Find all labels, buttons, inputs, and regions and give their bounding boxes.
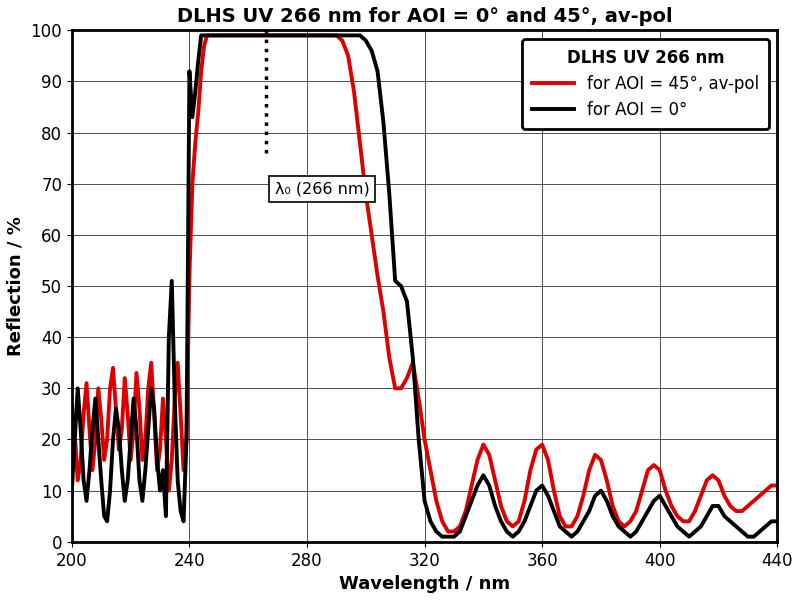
for AOI = 45°, av-pol (97, 415, 106, 422)
X-axis label: Wavelength / nm: Wavelength / nm (339, 575, 510, 593)
for AOI = 45°, av-pol (620, 523, 630, 530)
Text: λ₀ (266 nm): λ₀ (266 nm) (274, 181, 370, 196)
for AOI = 0° (129, 395, 138, 402)
for AOI = 45°, av-pol (67, 400, 77, 407)
for AOI = 0° (543, 492, 553, 499)
Legend: for AOI = 45°, av-pol, for AOI = 0°: for AOI = 45°, av-pol, for AOI = 0° (522, 38, 769, 129)
for AOI = 45°, av-pol (631, 508, 641, 515)
for AOI = 45°, av-pol (196, 68, 206, 75)
for AOI = 0° (631, 528, 641, 535)
for AOI = 0° (97, 477, 106, 484)
for AOI = 0° (620, 528, 630, 535)
for AOI = 45°, av-pol (202, 32, 212, 39)
Line: for AOI = 45°, av-pol: for AOI = 45°, av-pol (72, 35, 778, 532)
for AOI = 45°, av-pol (129, 425, 138, 433)
for AOI = 45°, av-pol (773, 482, 782, 489)
for AOI = 0° (196, 32, 206, 39)
for AOI = 45°, av-pol (543, 457, 553, 464)
Y-axis label: Reflection / %: Reflection / % (7, 216, 25, 356)
Line: for AOI = 0°: for AOI = 0° (72, 35, 778, 536)
for AOI = 0° (199, 32, 209, 39)
Title: DLHS UV 266 nm for AOI = 0° and 45°, av-pol: DLHS UV 266 nm for AOI = 0° and 45°, av-… (177, 7, 672, 26)
for AOI = 0° (67, 487, 77, 494)
for AOI = 0° (438, 533, 447, 540)
for AOI = 45°, av-pol (443, 528, 453, 535)
for AOI = 0° (773, 518, 782, 525)
